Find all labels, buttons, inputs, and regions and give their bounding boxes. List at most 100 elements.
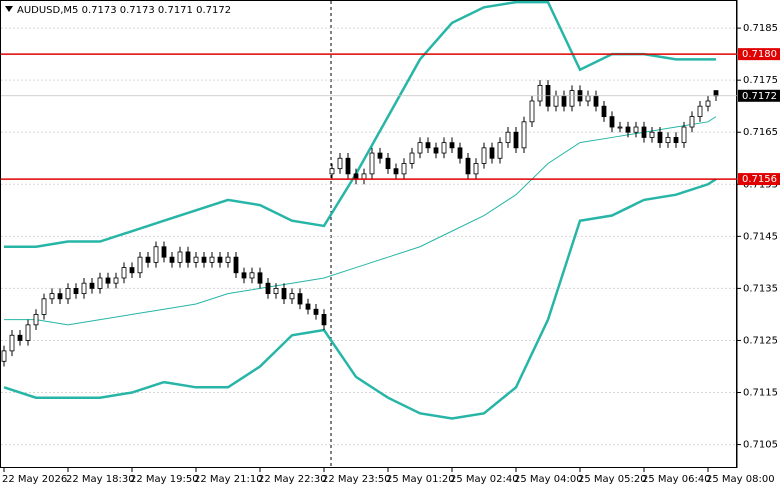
candle-body	[569, 90, 575, 107]
x-tick-label: 22 May 18:30	[66, 474, 135, 485]
candle-body	[641, 126, 647, 138]
candle-body	[217, 256, 223, 263]
y-tick-label: 0.7185	[743, 23, 778, 34]
candle-body	[273, 288, 279, 295]
candle-body	[481, 147, 487, 164]
candle-body	[369, 152, 375, 175]
candle-body	[409, 152, 415, 164]
candle-body	[489, 147, 495, 159]
level-label: 0.7180	[742, 49, 777, 60]
candle-body	[417, 142, 423, 154]
candle-body	[161, 246, 167, 258]
candle-body	[49, 293, 55, 300]
price-label: 0.7172	[742, 91, 777, 102]
candle-body	[1, 350, 7, 362]
candle-body	[313, 308, 319, 315]
candle-body	[337, 157, 343, 170]
candle-body	[233, 256, 239, 274]
candle-body	[177, 251, 183, 263]
y-tick-label: 0.7125	[743, 335, 778, 346]
candle-body	[505, 131, 511, 144]
chart-title: AUDUSD,M5 0.7173 0.7173 0.7171 0.7172	[17, 5, 231, 16]
candle-body	[625, 126, 631, 133]
candle-body	[673, 137, 679, 144]
candle-body	[129, 267, 135, 274]
candle-body	[689, 116, 695, 128]
band-line	[3, 178, 717, 420]
candle-body	[145, 256, 151, 263]
x-tick-label: 25 May 01:20	[386, 474, 455, 485]
candle-body	[105, 277, 111, 284]
candle-body	[617, 126, 623, 129]
candle-body	[9, 334, 15, 352]
candle-body	[713, 90, 719, 97]
candle-body	[521, 121, 527, 149]
candle-body	[305, 303, 311, 310]
x-tick-label: 25 May 08:00	[706, 474, 775, 485]
candle-body	[265, 282, 271, 295]
candle-body	[225, 256, 231, 263]
x-tick-label: 25 May 04:00	[514, 474, 583, 485]
candle-body	[633, 126, 639, 133]
candle-body	[121, 267, 127, 279]
candle-body	[241, 272, 247, 279]
candle-body	[33, 314, 39, 326]
candle-body	[561, 95, 567, 107]
candle-body	[553, 95, 559, 107]
candle-body	[73, 288, 79, 295]
candle-body	[425, 142, 431, 149]
candle-body	[593, 95, 599, 107]
candle-body	[169, 256, 175, 263]
candle-body	[193, 256, 199, 263]
x-tick-label: 22 May 21:10	[194, 474, 263, 485]
candle-body	[393, 168, 399, 175]
candle-body	[289, 293, 295, 300]
y-tick-label: 0.7145	[743, 231, 778, 242]
candle-body	[345, 157, 351, 175]
candle-body	[297, 293, 303, 305]
candle-body	[25, 324, 31, 341]
menu-arrow	[5, 6, 13, 12]
candle-body	[537, 84, 543, 102]
y-tick-label: 0.7175	[743, 75, 778, 86]
candle-body	[449, 142, 455, 149]
candle-body	[457, 147, 463, 159]
candle-body	[681, 126, 687, 144]
plot-frame	[0, 0, 737, 468]
x-tick-label: 25 May 06:40	[642, 474, 711, 485]
candle-body	[249, 272, 255, 279]
candle-body	[89, 282, 95, 289]
x-tick-label: 25 May 02:40	[450, 474, 519, 485]
candle-body	[601, 105, 607, 118]
x-tick-label: 22 May 22:30	[258, 474, 327, 485]
level-label-box	[738, 173, 780, 186]
x-tick-label: 22 May 19:50	[130, 474, 199, 485]
candle-body	[529, 100, 535, 123]
band-line	[4, 116, 717, 326]
candle-body	[465, 157, 471, 175]
level-label-box	[738, 48, 780, 61]
candle-body	[377, 152, 383, 159]
level-label: 0.7156	[742, 174, 777, 185]
candle-body	[201, 256, 207, 263]
y-tick-label: 0.7105	[743, 440, 778, 451]
x-tick-label: 22 May 23:50	[322, 474, 391, 485]
candle-body	[281, 288, 287, 300]
candle-body	[609, 116, 615, 128]
candle-body	[321, 314, 327, 326]
candle-body	[153, 246, 159, 263]
x-tick-label: 22 May 2026	[2, 474, 67, 485]
y-tick-label: 0.7135	[743, 283, 778, 294]
candle-body	[361, 173, 367, 180]
y-tick-label: 0.7115	[743, 388, 778, 399]
candle-body	[657, 131, 663, 144]
y-tick-label: 0.7165	[743, 127, 778, 138]
candle-body	[65, 288, 71, 300]
candle-body	[17, 334, 23, 341]
candle-body	[585, 95, 591, 102]
candle-body	[113, 277, 119, 284]
x-tick-label: 25 May 05:20	[578, 474, 647, 485]
candle-body	[137, 256, 143, 274]
